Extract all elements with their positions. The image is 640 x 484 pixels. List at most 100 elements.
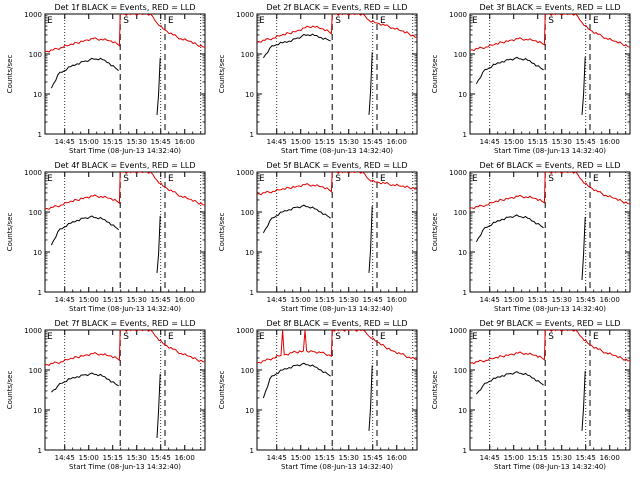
x-tick-label: 15:15 [315, 454, 335, 462]
y-tick-label: 10 [33, 407, 42, 415]
events-series-line [262, 33, 331, 59]
x-axis-label: Start Time (08-Jun-13 14:32:40) [69, 147, 181, 155]
y-tick-label: 100 [241, 367, 254, 375]
x-tick-label: 15:45 [576, 296, 596, 304]
events-series-line [581, 216, 586, 281]
y-tick-label: 100 [454, 367, 467, 375]
events-series-line [262, 204, 331, 234]
marker-label-left: E [47, 332, 53, 342]
panel-title: Det 4f BLACK = Events, RED = LLD [54, 161, 195, 170]
y-tick-label: 1 [38, 131, 42, 139]
y-tick-label: 10 [245, 249, 254, 257]
lld-series-line [257, 172, 417, 196]
x-tick-label: 15:45 [151, 454, 171, 462]
marker-label-e: E [380, 174, 386, 184]
x-tick-label: 15:30 [339, 296, 359, 304]
lld-series-line [45, 172, 205, 210]
panel-title: Det 3f BLACK = Events, RED = LLD [479, 3, 620, 12]
y-tick-label: 100 [241, 209, 254, 217]
x-tick-label: 14:45 [55, 454, 75, 462]
lld-series-line [257, 14, 417, 43]
y-tick-label: 1000 [236, 169, 254, 177]
panel-7: Det 7f BLACK = Events, RED = LLD 1 10 100 10… [6, 319, 206, 471]
y-tick-label: 1 [38, 447, 42, 455]
y-axis-label: Counts/sec [218, 213, 226, 252]
y-tick-label: 1 [38, 289, 42, 297]
plot-frame [469, 13, 631, 135]
y-tick-label: 1 [250, 131, 254, 139]
y-tick-label: 1000 [236, 11, 254, 19]
x-tick-label: 14:45 [55, 138, 75, 146]
lld-series-line [45, 14, 205, 53]
x-tick-label: 15:00 [79, 138, 99, 146]
y-tick-label: 10 [458, 407, 467, 415]
y-tick-label: 10 [458, 249, 467, 257]
x-tick-label: 14:45 [267, 138, 287, 146]
y-tick-label: 1000 [236, 327, 254, 335]
y-tick-label: 10 [458, 91, 467, 99]
x-axis-label: Start Time (08-Jun-13 14:32:40) [494, 463, 606, 471]
marker-label-s: S [123, 16, 129, 26]
x-tick-label: 14:45 [480, 454, 500, 462]
y-tick-label: 10 [33, 91, 42, 99]
y-axis-label: Counts/sec [431, 213, 439, 252]
x-tick-label: 15:30 [127, 296, 147, 304]
marker-label-e: E [380, 16, 386, 26]
events-series-line [475, 56, 544, 85]
events-series-line [476, 371, 544, 395]
x-axis-label: Start Time (08-Jun-13 14:32:40) [69, 463, 181, 471]
x-tick-label: 15:30 [552, 454, 572, 462]
y-tick-label: 1 [463, 131, 467, 139]
panel-title: Det 7f BLACK = Events, RED = LLD [54, 319, 195, 328]
x-tick-label: 15:45 [151, 138, 171, 146]
panel-6: Det 6f BLACK = Events, RED = LLD 1 10 100 10… [431, 161, 631, 313]
events-series-line [581, 56, 586, 115]
panel-1: Det 1f BLACK = Events, RED = LLD 1 10 100 10… [6, 3, 206, 155]
y-tick-label: 1000 [24, 11, 42, 19]
y-axis-label: Counts/sec [218, 371, 226, 410]
plot-frame [469, 171, 631, 293]
x-tick-label: 15:00 [291, 454, 311, 462]
marker-label-left: E [472, 16, 478, 26]
y-axis-label: Counts/sec [218, 55, 226, 94]
panel-3: Det 3f BLACK = Events, RED = LLD 1 10 100 10… [431, 3, 631, 155]
marker-label-e: E [593, 16, 599, 26]
x-tick-label: 15:45 [363, 454, 383, 462]
y-tick-label: 10 [245, 407, 254, 415]
plot-frame [469, 329, 631, 451]
y-tick-label: 100 [241, 51, 254, 59]
panel-8: Det 8f BLACK = Events, RED = LLD 1 10 100 10… [218, 319, 418, 471]
x-tick-label: 15:15 [315, 138, 335, 146]
panel-5: Det 5f BLACK = Events, RED = LLD 1 10 100 10… [218, 161, 418, 313]
x-tick-label: 15:30 [552, 138, 572, 146]
marker-label-s: S [548, 16, 554, 26]
x-axis-label: Start Time (08-Jun-13 14:32:40) [494, 147, 606, 155]
panel-title: Det 5f BLACK = Events, RED = LLD [266, 161, 407, 170]
events-series-line [156, 215, 161, 273]
events-series-line [51, 372, 119, 393]
marker-label-s: S [335, 174, 341, 184]
marker-label-s: S [335, 332, 341, 342]
events-series-line [156, 57, 161, 115]
x-tick-label: 15:30 [339, 454, 359, 462]
x-tick-label: 15:00 [79, 454, 99, 462]
x-tick-label: 15:15 [528, 296, 548, 304]
y-tick-label: 1000 [24, 327, 42, 335]
x-tick-label: 15:45 [363, 296, 383, 304]
marker-label-e: E [593, 332, 599, 342]
x-axis-label: Start Time (08-Jun-13 14:32:40) [281, 305, 393, 313]
x-tick-label: 16:00 [387, 296, 407, 304]
events-series-line [156, 373, 161, 439]
lld-series-line [470, 330, 630, 365]
x-tick-label: 15:30 [127, 454, 147, 462]
x-tick-label: 15:15 [528, 138, 548, 146]
lld-series-line [470, 172, 630, 210]
events-series-line [368, 365, 373, 431]
x-tick-label: 16:00 [175, 296, 195, 304]
x-tick-label: 15:30 [552, 296, 572, 304]
panel-title: Det 2f BLACK = Events, RED = LLD [266, 3, 407, 12]
x-tick-label: 14:45 [480, 296, 500, 304]
x-tick-label: 16:00 [387, 138, 407, 146]
panel-title: Det 9f BLACK = Events, RED = LLD [479, 319, 620, 328]
